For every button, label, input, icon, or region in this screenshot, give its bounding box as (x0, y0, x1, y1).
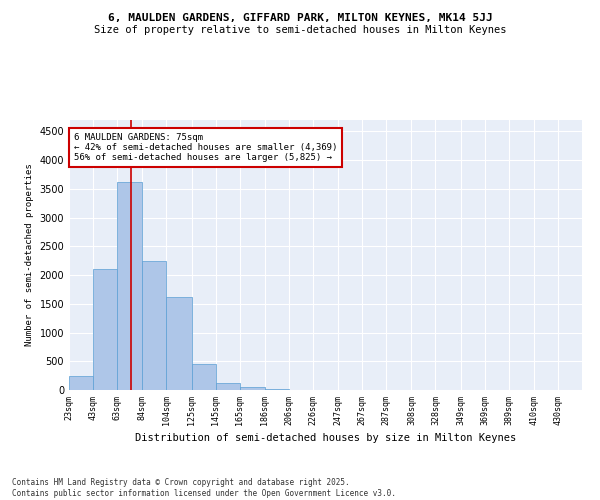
Bar (93, 270, 117, 390)
X-axis label: Distribution of semi-detached houses by size in Milton Keynes: Distribution of semi-detached houses by … (135, 433, 516, 443)
Text: 6, MAULDEN GARDENS, GIFFARD PARK, MILTON KEYNES, MK14 5JJ: 6, MAULDEN GARDENS, GIFFARD PARK, MILTON… (107, 12, 493, 22)
Bar (117, 182, 142, 390)
Text: 6 MAULDEN GARDENS: 75sqm
← 42% of semi-detached houses are smaller (4,369)
56% o: 6 MAULDEN GARDENS: 75sqm ← 42% of semi-d… (74, 132, 337, 162)
Bar (215, 384, 239, 390)
Y-axis label: Number of semi-detached properties: Number of semi-detached properties (25, 164, 34, 346)
Bar (142, 260, 166, 390)
Bar (166, 297, 191, 390)
Bar (69, 376, 93, 390)
Bar (191, 364, 215, 390)
Bar (239, 387, 265, 390)
Text: Size of property relative to semi-detached houses in Milton Keynes: Size of property relative to semi-detach… (94, 25, 506, 35)
Text: Contains HM Land Registry data © Crown copyright and database right 2025.
Contai: Contains HM Land Registry data © Crown c… (12, 478, 396, 498)
